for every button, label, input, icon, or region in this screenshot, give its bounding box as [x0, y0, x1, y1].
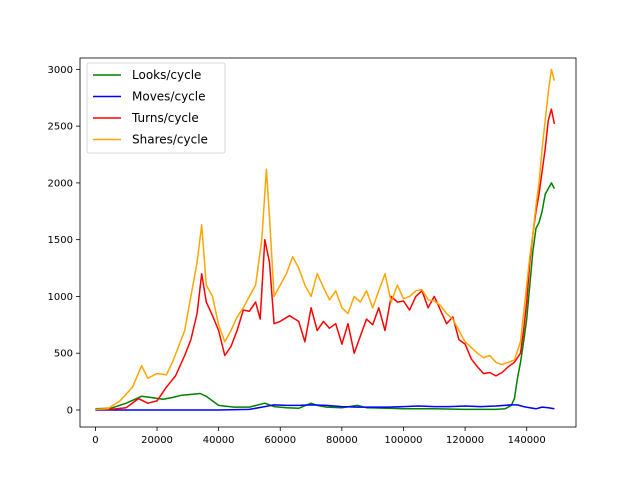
legend-label-shares-cycle: Shares/cycle: [132, 133, 208, 147]
y-tick-label: 1000: [48, 292, 73, 303]
series-layer: [95, 68, 556, 411]
legend: Looks/cycle Moves/cycle Turns/cycle Shares/…: [86, 62, 226, 154]
legend-label-turns-cycle: Turns/cycle: [131, 111, 199, 125]
x-tick-label: 60000: [264, 435, 296, 446]
x-tick-label: 40000: [203, 435, 235, 446]
y-axis: 0 500 1000 1500 2000 2500 3000: [48, 65, 80, 416]
y-tick-label: 2500: [48, 122, 73, 133]
y-tick-label: 0: [67, 405, 73, 416]
x-tick-label: 100000: [384, 435, 422, 446]
x-tick-label: 20000: [141, 435, 173, 446]
x-tick-label: 80000: [326, 435, 358, 446]
series-line-shares-cycle: [95, 68, 556, 411]
x-tick-label: 120000: [446, 435, 484, 446]
x-axis: 0 20000 40000 60000 80000 100000 120000 140000: [92, 427, 546, 446]
y-tick-label: 1500: [48, 235, 73, 246]
x-tick-label: 0: [92, 435, 98, 446]
y-tick-label: 3000: [48, 65, 73, 76]
series-line-looks-cycle: [95, 182, 556, 411]
series-line-moves-cycle: [95, 404, 555, 411]
legend-label-looks-cycle: Looks/cycle: [132, 68, 201, 82]
legend-box: [86, 62, 226, 154]
plot-area: [79, 57, 577, 428]
y-tick-label: 500: [54, 349, 73, 360]
series-line-turns-cycle: [95, 108, 556, 411]
x-tick-label: 140000: [508, 435, 546, 446]
y-tick-label: 2000: [48, 178, 73, 189]
axes-frame: [79, 57, 577, 428]
legend-label-moves-cycle: Moves/cycle: [132, 90, 206, 104]
